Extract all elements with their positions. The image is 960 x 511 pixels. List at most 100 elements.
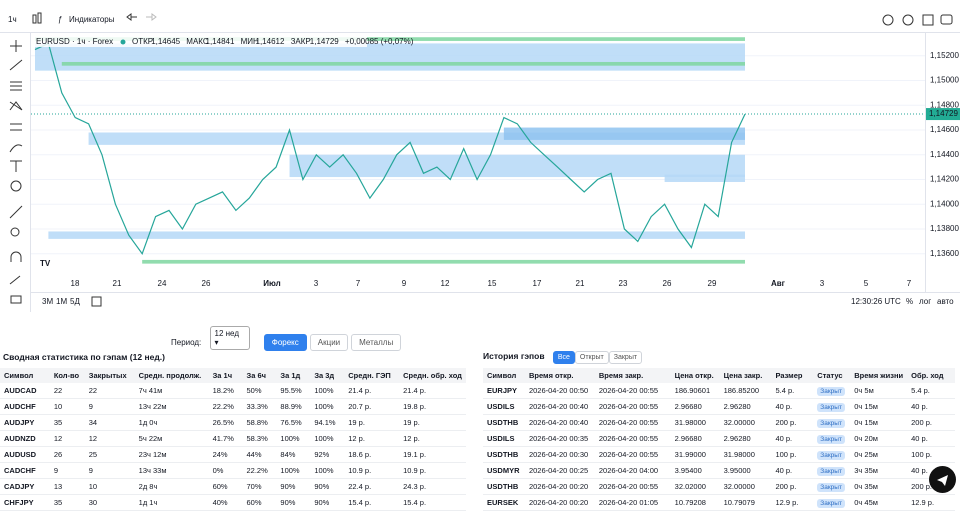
pattern-tool[interactable] <box>9 101 23 111</box>
cell-text: 13ч 22м <box>138 402 167 411</box>
x-tick-label: 9 <box>402 279 407 288</box>
history-tab[interactable]: Закрыт <box>608 351 643 364</box>
cell: Закрыт <box>813 430 851 447</box>
ohlc-label: ОТКР <box>132 37 153 46</box>
cell: 2026-04-20 00:35 <box>524 430 595 447</box>
cell: 26 <box>49 446 85 463</box>
cell-text: 2026-04-20 00:50 <box>528 386 589 395</box>
option[interactable]: авто <box>937 297 954 306</box>
candle-icon[interactable] <box>32 14 37 24</box>
cell: 35 <box>49 414 85 431</box>
market-tab[interactable]: Форекс <box>263 334 307 351</box>
cell-text: USDMYR <box>487 466 520 475</box>
range[interactable]: 5Д <box>70 297 80 306</box>
icon[interactable] <box>882 14 894 26</box>
fib-tool[interactable] <box>10 81 22 91</box>
cell: 100% <box>310 398 345 415</box>
fullscreen-icon[interactable] <box>922 14 934 26</box>
cell-text: 40 р. <box>911 466 928 475</box>
cell: 100 р. <box>907 446 955 463</box>
history-table: Символ Время откр. Время закр. Цена откр. Це… <box>483 368 955 511</box>
cell: 2026-04-20 00:55 <box>594 478 671 495</box>
cell-text: 5.4 р. <box>911 386 930 395</box>
indicators[interactable]: Индикаторы <box>69 15 115 24</box>
cell: 40 р. <box>771 462 814 479</box>
row: CHFJPY 35 30 1д 1ч 40% 60% 90% 90% 15.4 р. 15.4 р… <box>0 494 466 511</box>
redo[interactable] <box>146 13 157 21</box>
cell: 100% <box>310 383 345 399</box>
candle-icon[interactable] <box>37 12 42 24</box>
cell-text: 18.6 р. <box>348 450 372 459</box>
cell-text: 90% <box>280 498 296 507</box>
ruler-tool[interactable] <box>9 205 23 219</box>
brush-tool[interactable] <box>9 144 23 153</box>
legend-bg <box>32 36 367 47</box>
cell: 95.5% <box>276 383 311 399</box>
magnet-tool[interactable] <box>10 251 22 262</box>
cell: 13ч 33м <box>134 462 209 479</box>
cell: 0ч 25м <box>850 446 908 463</box>
cell: 10 <box>49 398 85 415</box>
date-range-icon[interactable] <box>91 296 102 307</box>
cell: 18.6 р. <box>344 446 400 463</box>
cell: 2026-04-20 00:55 <box>594 414 671 431</box>
cell-text: 0ч 15м <box>854 418 878 427</box>
range[interactable]: 1М <box>56 297 67 306</box>
cell-text: 88.9% <box>280 402 302 411</box>
cell: Закрыт <box>813 494 851 511</box>
cell-text: 200 р. <box>911 482 932 491</box>
cell: 60% <box>242 494 277 511</box>
cell: 41.7% <box>208 430 243 447</box>
crosshair-tool[interactable] <box>10 40 22 52</box>
cell-text: 21.4 р. <box>348 386 372 395</box>
ohlc-value: 1,14841 <box>206 37 235 46</box>
telegram-button[interactable] <box>929 466 956 493</box>
settings-icon[interactable] <box>902 14 914 26</box>
column-header: За 1д <box>276 368 311 383</box>
cell-text: 2026-04-20 04:00 <box>598 466 659 475</box>
market-tab[interactable]: Металлы <box>351 334 402 351</box>
screenshot-icon[interactable] <box>940 14 953 25</box>
cell-text: 12 р. <box>403 434 420 443</box>
lock-draw-tool[interactable] <box>9 275 21 285</box>
cell-text: 32.02000 <box>674 482 706 491</box>
period-select[interactable]: 12 нед ▾ <box>209 326 250 350</box>
cell-text: 40 р. <box>911 402 928 411</box>
cell-text: 0ч 5м <box>854 386 874 395</box>
filter-bar: Период: 12 нед ▾ Форекс Акции Металлы <box>171 326 404 351</box>
cell: 2026-04-20 00:20 <box>524 478 595 495</box>
gap-zone <box>142 259 746 264</box>
cell: Закрыт <box>813 446 851 463</box>
last-price-label: 1,14729 <box>929 109 958 118</box>
cell-text: 2026-04-20 00:40 <box>528 402 589 411</box>
status-badge: Закрыт <box>817 467 845 476</box>
option[interactable]: % <box>906 297 913 306</box>
gap-zone <box>61 61 745 66</box>
emoji-tool[interactable] <box>10 180 22 192</box>
undo[interactable] <box>126 13 137 21</box>
text-tool[interactable] <box>10 160 22 172</box>
option[interactable]: лог <box>919 297 931 306</box>
line-tool[interactable] <box>9 59 23 71</box>
market-tab[interactable]: Акции <box>309 334 349 351</box>
projection-tool[interactable] <box>10 123 22 131</box>
cell-text: 19 р. <box>403 418 420 427</box>
zoom-tool[interactable] <box>10 227 20 237</box>
cell-text: 40 р. <box>775 402 793 411</box>
history-tab[interactable]: Открыт <box>574 351 609 364</box>
cell: 31.98000 <box>670 414 720 431</box>
cell-text: 26 <box>53 450 63 459</box>
range[interactable]: 3М <box>42 297 53 306</box>
cell-text: 2026-04-20 01:05 <box>598 498 659 507</box>
history-tab[interactable]: Все <box>552 351 575 364</box>
interval[interactable]: 1ч <box>8 15 17 24</box>
cell: 100% <box>310 430 345 447</box>
lock-tool[interactable] <box>10 295 22 304</box>
cell-text: EURJPY <box>487 386 518 395</box>
cell-text: 2026-04-20 00:20 <box>528 482 589 491</box>
cell-text: 1д 0ч <box>138 418 158 427</box>
cell: 5.4 р. <box>907 383 955 399</box>
summary-panel: Сводная статистика по гэпам (12 нед.) Си… <box>0 350 466 511</box>
cell: 19.1 р. <box>399 446 466 463</box>
cell-text: 10 <box>88 482 98 491</box>
